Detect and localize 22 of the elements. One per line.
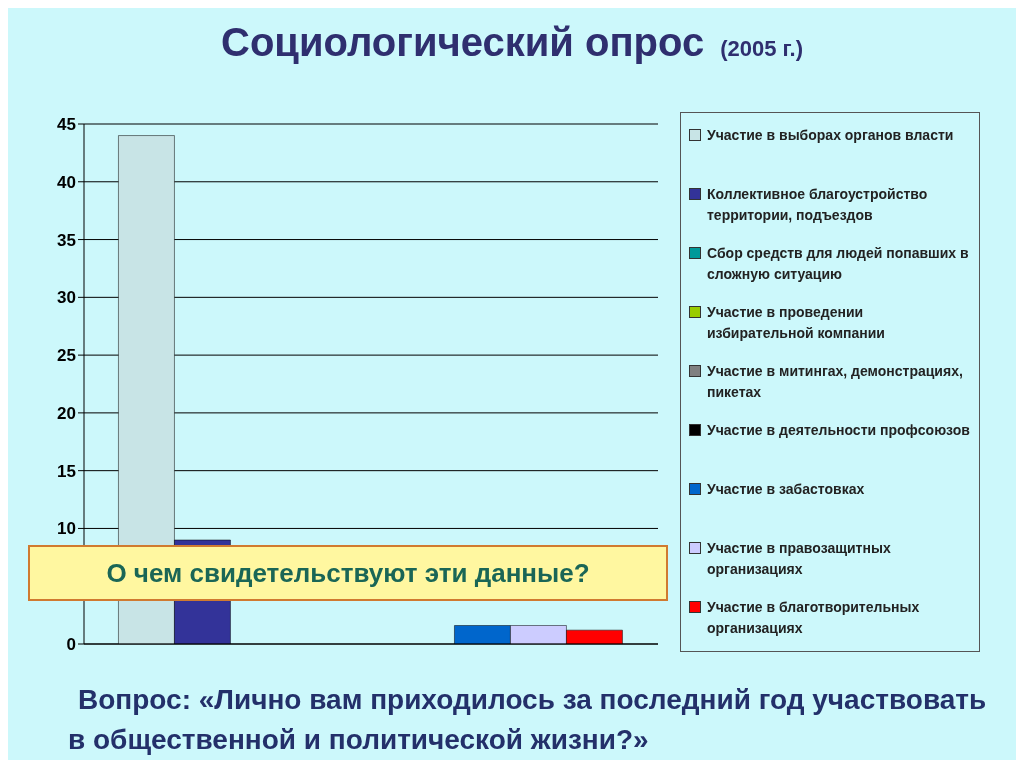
text: (2005 г.) [720, 36, 803, 61]
y-tick-label: 25 [57, 346, 76, 366]
y-tick-label: 30 [57, 288, 76, 308]
legend-label: Участие в правозащитных организациях [707, 539, 892, 579]
legend-label: Участие в проведении избирательной компании [707, 303, 886, 343]
legend-label: Коллективное благоустройство территории, подъездов [707, 185, 929, 225]
y-tick-label: 40 [57, 172, 76, 192]
legend-label: Участие в забастовках [707, 480, 865, 499]
y-tick-label: 20 [57, 403, 76, 423]
legend-label: Сбор средств для людей попавших в сложную ситуацию [707, 244, 970, 284]
callout-box: О чем свидетельствуют эти данные? [28, 545, 668, 601]
y-tick-label: 15 [57, 461, 76, 481]
chart-title: Социологический опрос [221, 20, 705, 64]
legend-label: Участие в деятельности профсоюзов [707, 421, 970, 440]
legend-label: Участие в митингах, демонстрациях, пикетах [707, 362, 964, 402]
text: Вопрос: «Лично вам приходилось за последний год участвовать в общественной и политической жизни?» [68, 683, 988, 757]
y-tick-label: 10 [57, 519, 76, 539]
y-tick-label: 45 [57, 115, 76, 135]
legend-label: Участие в благотворительных организациях [707, 598, 921, 638]
legend-label: Участие в выборах органов власти [707, 126, 954, 145]
y-tick-label: 35 [57, 230, 76, 250]
y-tick-label: 0 [66, 635, 76, 655]
